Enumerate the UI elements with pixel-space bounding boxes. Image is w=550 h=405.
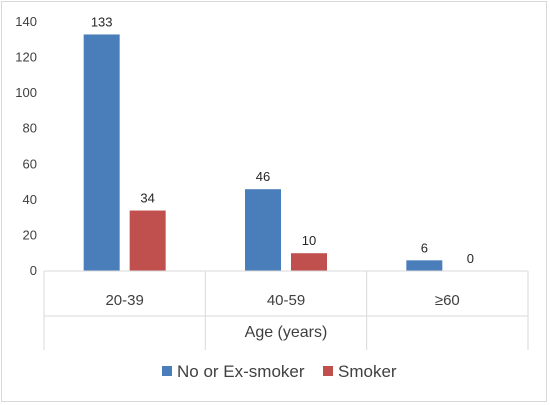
y-tick-label: 40	[23, 192, 37, 207]
data-label: 10	[302, 233, 316, 248]
bar-smoker-0	[129, 210, 166, 271]
x-tick-label: 20-39	[105, 292, 143, 309]
y-tick-label: 20	[23, 227, 37, 242]
y-tick-label: 120	[15, 50, 37, 65]
x-tick-label: 40-59	[267, 292, 305, 309]
legend-label: No or Ex-smoker	[177, 362, 305, 381]
bar-smoker-1	[291, 253, 327, 271]
y-tick-label: 100	[15, 85, 37, 100]
legend: No or Ex-smoker Smoker	[162, 362, 397, 381]
bar-no-or-ex-smoker-1	[245, 189, 281, 271]
bar-no-or-ex-smoker-0	[83, 34, 120, 272]
x-axis-labels: 20-39 40-59 ≥60	[105, 292, 459, 309]
legend-swatch	[162, 366, 172, 376]
y-axis-ticks: 0 20 40 60 80 100 120 140	[15, 14, 37, 278]
data-label: 34	[140, 191, 154, 206]
x-tick-label: ≥60	[435, 292, 460, 309]
y-tick-label: 80	[23, 121, 37, 136]
data-label: 46	[256, 169, 270, 184]
data-labels: 133 34 46 10 6 0	[91, 14, 474, 266]
category-dividers	[43, 271, 529, 350]
y-tick-label: 60	[23, 156, 37, 171]
data-label: 6	[421, 240, 428, 255]
x-axis-title: Age (years)	[245, 324, 328, 341]
data-label: 133	[91, 14, 113, 29]
bar-no-or-ex-smoker-2	[406, 260, 443, 271]
data-label: 0	[467, 251, 474, 266]
legend-swatch	[323, 366, 333, 376]
bars	[83, 34, 443, 272]
y-tick-label: 140	[15, 14, 37, 29]
y-tick-label: 0	[30, 263, 37, 278]
legend-label: Smoker	[338, 362, 397, 381]
